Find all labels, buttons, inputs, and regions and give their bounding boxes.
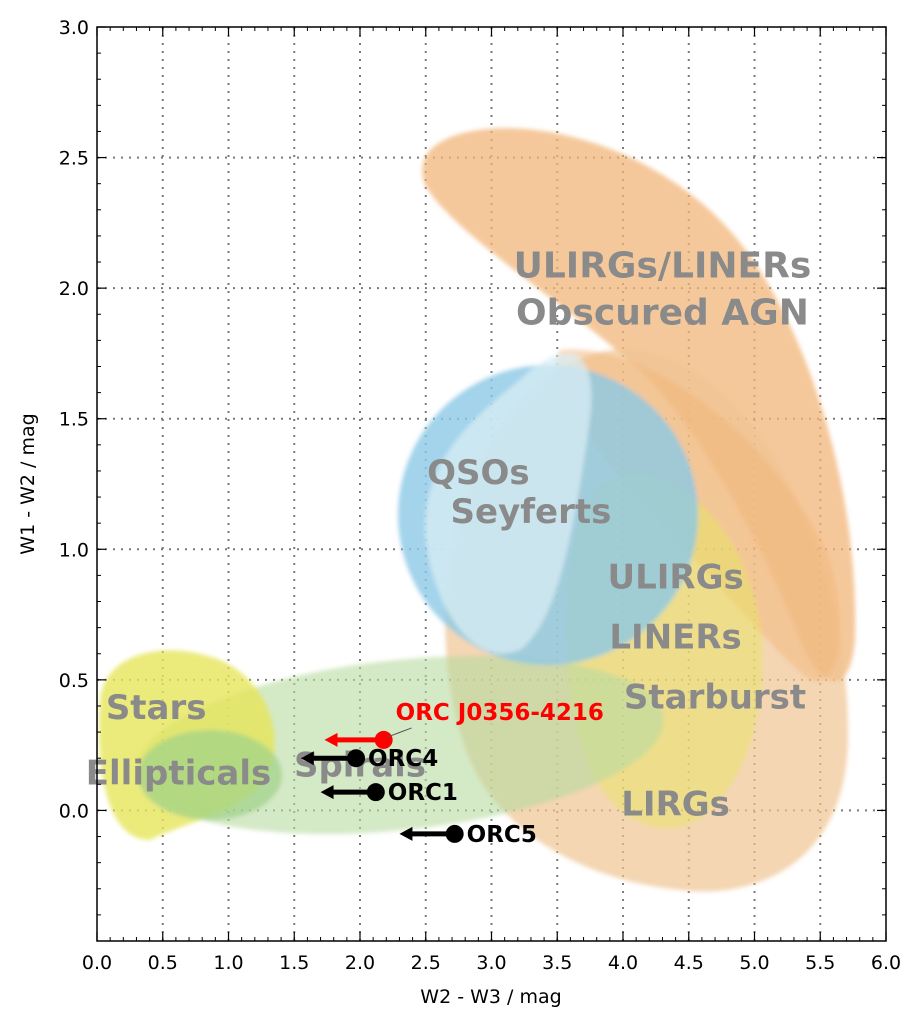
x-tick-label: 1.5 [279, 952, 309, 974]
y-tick-label: 3.0 [59, 17, 89, 39]
x-tick-label: 0.0 [82, 952, 112, 974]
ticks [96, 26, 887, 942]
regions-layer [99, 128, 856, 892]
source-2: ORC1 [320, 780, 458, 806]
region-seyferts [425, 353, 592, 654]
y-tick-label: 1.5 [59, 409, 89, 431]
source-0: ORC J0356-4216 [324, 700, 604, 749]
source-1: ORC4 [300, 746, 438, 772]
source-label: ORC J0356-4216 [396, 700, 604, 726]
x-tick-label: 1.0 [213, 952, 243, 974]
upper-limit-arrowhead [300, 751, 314, 766]
region-label-ellipticals: Ellipticals [86, 753, 271, 793]
source-label: ORC4 [368, 746, 438, 772]
upper-limit-arrowhead [320, 785, 334, 800]
region-label-stars: Stars [106, 688, 207, 728]
region-label-ulirgs_liners: ULIRGs/LINERs [514, 246, 812, 287]
data-point [347, 749, 366, 768]
region-ellipticals [138, 730, 282, 820]
region-label-starburst: Starburst [624, 678, 806, 718]
data-point [374, 730, 393, 749]
region-label-obscured_agn: Obscured AGN [516, 293, 809, 334]
x-tick-label: 5.0 [739, 952, 769, 974]
x-axis-label: W2 - W3 / mag [420, 986, 561, 1008]
data-point [366, 783, 385, 802]
region-label-liners: LINERs [609, 618, 741, 658]
upper-limit-arrowhead [399, 826, 413, 841]
y-tick-label: 2.5 [59, 148, 89, 170]
x-tick-label: 6.0 [871, 952, 901, 974]
y-tick-label: 0.0 [59, 800, 89, 822]
label-leader-line [387, 727, 412, 738]
x-tick-label: 2.0 [345, 952, 375, 974]
source-label: ORC5 [467, 822, 537, 848]
region-obscured-agn [422, 128, 856, 682]
upper-limit-arrowhead [324, 732, 338, 747]
x-tick-label: 5.5 [805, 952, 835, 974]
region-labels-layer: StarsEllipticalsSpiralsLIRGsStarburstLIN… [86, 246, 811, 825]
region-label-qsos: QSOs [427, 453, 530, 493]
x-tick-label: 3.0 [476, 952, 506, 974]
tick-labels: 0.0 0.5 1.0 1.5 2.0 2.5 3.0 3.5 4.0 4.5 5.0 5.5 6.0 0… [59, 17, 901, 974]
region-label-ulirgs: ULIRGs [607, 557, 743, 597]
x-tick-label: 0.5 [148, 952, 178, 974]
source-3: ORC5 [399, 822, 537, 848]
x-tick-label: 3.5 [542, 952, 572, 974]
y-tick-label: 2.0 [59, 278, 89, 300]
data-points-layer: ORC J0356-4216 ORC4 ORC1 ORC5 [300, 700, 604, 848]
source-label: ORC1 [388, 780, 458, 806]
region-label-seyferts: Seyferts [451, 492, 612, 532]
data-point [445, 824, 464, 843]
y-axis-label: W1 - W2 / mag [17, 413, 39, 554]
y-tick-label: 1.0 [59, 539, 89, 561]
region-label-lirgs: LIRGs [621, 785, 730, 825]
y-tick-label: 0.5 [59, 670, 89, 692]
x-tick-label: 4.0 [608, 952, 638, 974]
x-tick-label: 4.5 [674, 952, 704, 974]
x-tick-label: 2.5 [411, 952, 441, 974]
